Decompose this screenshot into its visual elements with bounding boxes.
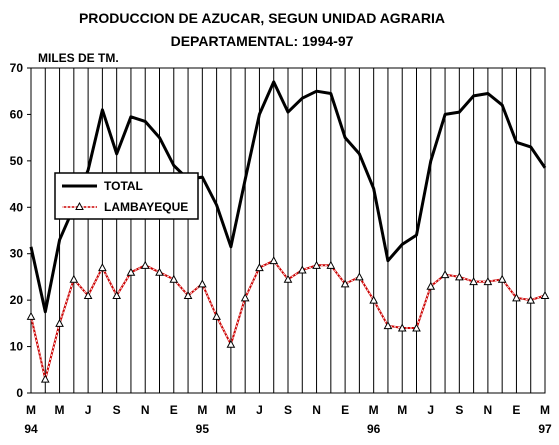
y-tick-label: 60 bbox=[10, 107, 24, 121]
series-lambayeque-point bbox=[540, 290, 550, 299]
series-lambayeque-point bbox=[126, 267, 136, 276]
x-tick-label: M bbox=[397, 403, 407, 417]
x-year-label: 95 bbox=[196, 422, 210, 436]
x-tick-label: M bbox=[369, 403, 379, 417]
x-tick-label: J bbox=[427, 403, 434, 417]
x-tick-label: J bbox=[256, 403, 263, 417]
series-lambayeque-point bbox=[355, 272, 364, 281]
series-lambayeque-point bbox=[240, 293, 250, 302]
series-lambayeque-point bbox=[326, 260, 336, 269]
series-lambayeque-point bbox=[312, 260, 321, 269]
plot-frame bbox=[30, 67, 546, 394]
x-tick-label: E bbox=[170, 403, 178, 417]
series-lambayeque-point bbox=[283, 274, 293, 283]
x-tick-label: M bbox=[226, 403, 236, 417]
series-lambayeque-point bbox=[397, 323, 407, 332]
x-tick-label: M bbox=[540, 403, 550, 417]
series-lambayeque bbox=[26, 256, 550, 383]
y-axis-label: MILES DE TM. bbox=[38, 51, 119, 65]
series-lambayeque-point bbox=[383, 321, 393, 330]
series-lambayeque-point bbox=[55, 318, 64, 327]
series-total bbox=[29, 80, 547, 314]
series-lambayeque-point bbox=[469, 277, 478, 286]
series-lambayeque-point bbox=[297, 265, 307, 274]
x-tick-label: M bbox=[197, 403, 207, 417]
series-lambayeque-point bbox=[426, 281, 436, 290]
series-lambayeque-point bbox=[440, 270, 450, 279]
y-tick-label: 40 bbox=[10, 200, 24, 214]
x-year-label: 94 bbox=[24, 422, 38, 436]
legend-box bbox=[54, 172, 199, 220]
x-tick-label: S bbox=[113, 403, 121, 417]
series-lambayeque-point bbox=[98, 263, 107, 272]
y-tick-label: 0 bbox=[16, 386, 23, 400]
y-tick-label: 30 bbox=[10, 247, 24, 261]
series-total-line bbox=[29, 80, 547, 314]
series-lambayeque-point bbox=[255, 263, 264, 272]
x-tick-label: J bbox=[85, 403, 92, 417]
y-axis: 0 10 20 30 40 50 60 70 bbox=[10, 61, 31, 400]
series-lambayeque-point bbox=[26, 311, 36, 320]
y-tick-label: 50 bbox=[10, 154, 24, 168]
series-lambayeque-point bbox=[454, 272, 464, 281]
legend-lambayeque-marker bbox=[75, 201, 84, 210]
series-lambayeque-point bbox=[140, 260, 150, 269]
series-lambayeque-point bbox=[40, 374, 50, 383]
x-tick-label: S bbox=[455, 403, 463, 417]
series-lambayeque-point bbox=[69, 274, 79, 283]
legend-total-label: TOTAL bbox=[104, 179, 143, 193]
series-lambayeque-point bbox=[512, 293, 521, 302]
series-lambayeque-point bbox=[483, 277, 493, 286]
chart-title-line2: DEPARTAMENTAL: 1994-97 bbox=[171, 33, 354, 49]
series-lambayeque-point bbox=[183, 290, 193, 299]
series-lambayeque-point bbox=[497, 274, 507, 283]
x-axis: M M J S N E M M J S N E M M J S N E M 94 95 96 97 bbox=[24, 403, 552, 436]
legend-lambayeque-label: LAMBAYEQUE bbox=[104, 200, 188, 214]
series-lambayeque-point bbox=[526, 295, 536, 304]
y-tick-label: 70 bbox=[10, 61, 24, 75]
x-tick-label: N bbox=[312, 403, 321, 417]
x-tick-label: N bbox=[484, 403, 493, 417]
x-tick-label: M bbox=[55, 403, 65, 417]
chart-title-line1: PRODUCCION DE AZUCAR, SEGUN UNIDAD AGRAR… bbox=[79, 10, 445, 26]
series-lambayeque-point bbox=[155, 267, 164, 276]
series-lambayeque-point bbox=[112, 290, 122, 299]
series-lambayeque-point bbox=[212, 311, 221, 320]
series-lambayeque-point bbox=[83, 290, 93, 299]
legend: TOTAL LAMBAYEQUE bbox=[54, 172, 199, 220]
series-lambayeque-point bbox=[412, 323, 421, 332]
x-tick-label: M bbox=[26, 403, 36, 417]
y-tick-label: 20 bbox=[10, 293, 24, 307]
series-lambayeque-point bbox=[197, 279, 207, 288]
x-tick-label: S bbox=[284, 403, 292, 417]
series-lambayeque-point bbox=[169, 274, 179, 283]
series-lambayeque-point bbox=[340, 279, 350, 288]
x-tick-label: N bbox=[141, 403, 150, 417]
series-lambayeque-point bbox=[369, 295, 379, 304]
x-tick-label: E bbox=[512, 403, 520, 417]
x-year-label: 97 bbox=[538, 422, 552, 436]
x-tick-label: E bbox=[341, 403, 349, 417]
x-year-label: 96 bbox=[367, 422, 381, 436]
y-tick-label: 10 bbox=[10, 340, 24, 354]
series-lambayeque-point bbox=[269, 256, 279, 265]
vertical-grid bbox=[30, 67, 546, 394]
series-lambayeque-point bbox=[226, 339, 236, 348]
